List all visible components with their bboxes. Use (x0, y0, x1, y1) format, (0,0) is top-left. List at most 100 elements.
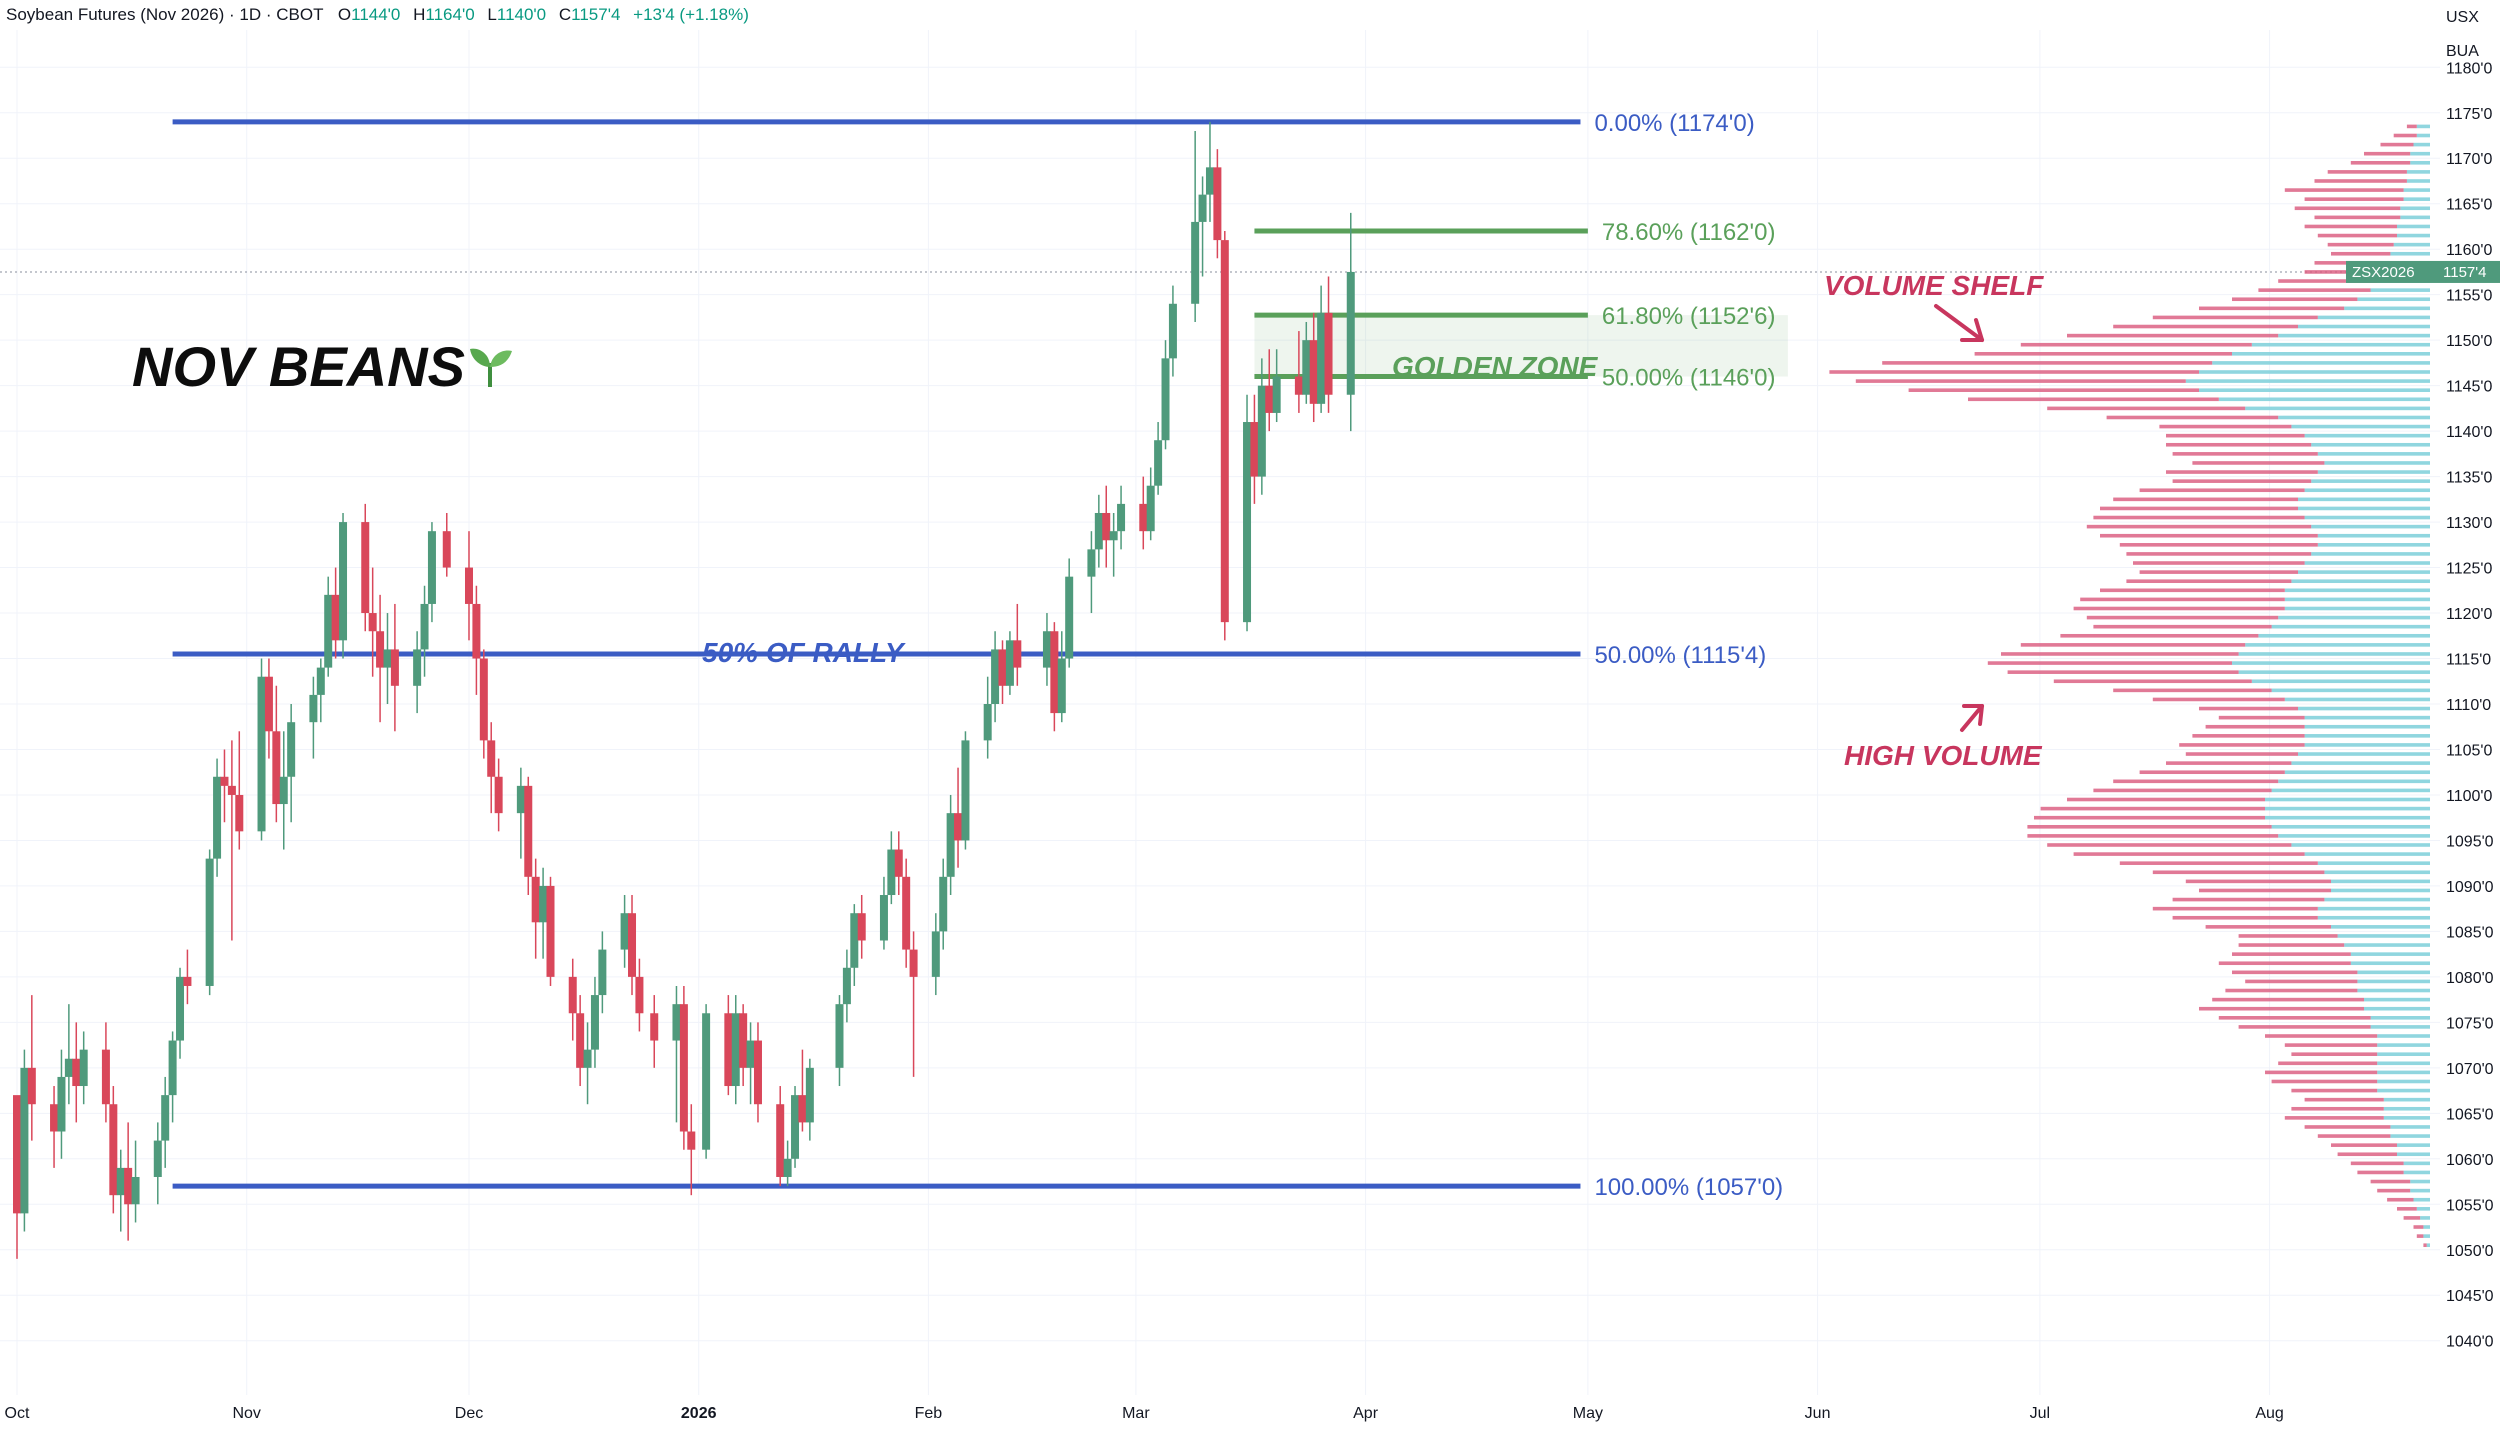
candle-body (702, 1013, 711, 1150)
volume-bar-up (2393, 242, 2430, 247)
volume-bar-down (2185, 752, 2298, 756)
candle-body (124, 1167, 133, 1205)
candle-body (620, 913, 629, 950)
candle-body (1198, 194, 1207, 222)
candle-body (272, 731, 281, 805)
volume-bar-down (1882, 361, 2213, 365)
candle-body (57, 1076, 66, 1132)
fib-label: 50.00% (1146'0) (1602, 365, 1776, 392)
volume-bar-down (2294, 206, 2401, 211)
volume-bar-up (2397, 233, 2430, 238)
price-tick-label: 1100'0 (2446, 788, 2492, 805)
price-tick-label: 1050'0 (2446, 1243, 2494, 1260)
candle-body (27, 1067, 36, 1105)
candle-body (361, 522, 370, 614)
candles (13, 121, 1355, 1259)
volume-bar-down (2027, 824, 2272, 829)
time-tick-label: Feb (915, 1405, 943, 1422)
volume-bar-up (2403, 188, 2430, 192)
volume-bar-down (2212, 997, 2364, 1002)
candle-body (576, 1013, 585, 1068)
volume-bar-up (2212, 361, 2430, 365)
candle-body (1117, 503, 1126, 532)
volume-bar-up (2284, 588, 2430, 593)
candle-body (287, 722, 296, 777)
price-tick-label: 1085'0 (2446, 924, 2494, 941)
candle-body (1102, 512, 1111, 541)
candle-body (679, 1004, 688, 1132)
volume-bar-down (2093, 624, 2272, 629)
volume-bar-down (2007, 670, 2239, 674)
volume-bar-down (2291, 1052, 2378, 1056)
volume-bar-up (2199, 370, 2430, 374)
volume-bar-down (2159, 424, 2292, 429)
volume-bar-down (2265, 1070, 2378, 1075)
volume-bar-down (2218, 1016, 2371, 1020)
volume-bar-up (2357, 988, 2430, 993)
volume-bar-down (2370, 1179, 2411, 1184)
volume-bar-up (2390, 1134, 2430, 1138)
volume-bar-down (2284, 1043, 2378, 1047)
candle-body (902, 876, 911, 950)
candle-body (50, 1104, 59, 1132)
time-axis[interactable]: Oct Nov Dec 2026 Feb Mar Apr May Jun Jul Aug (5, 1405, 2284, 1422)
volume-bar-down (2119, 543, 2318, 547)
volume-bar-up (2331, 925, 2430, 929)
candle-body (798, 1095, 807, 1123)
volume-bar-up (2324, 897, 2430, 902)
chart-title-annotation: NOV BEANS (132, 335, 465, 398)
candle-body (1065, 576, 1074, 659)
volume-bar-down (2152, 697, 2285, 702)
candle-body (316, 667, 325, 695)
time-tick-label: Nov (232, 1405, 260, 1422)
candle-body (13, 1095, 21, 1214)
volume-bar-down (2232, 952, 2351, 956)
volume-bar-up (2324, 461, 2430, 465)
volume-bar-down (2304, 224, 2397, 229)
price-tick-label: 1090'0 (2446, 879, 2494, 896)
price-tick-label: 1060'0 (2446, 1152, 2494, 1169)
candle-body (1309, 340, 1318, 404)
candle-body (309, 694, 318, 723)
candle-body (168, 1040, 177, 1096)
candle-body (939, 876, 948, 932)
volume-bar-down (2047, 843, 2292, 847)
volume-bar-down (2073, 852, 2305, 856)
time-tick-label: Aug (2255, 1405, 2283, 1422)
candle-body (739, 1013, 748, 1068)
volume-bar-down (2185, 879, 2331, 884)
last-price-symbol: ZSX2026 (2352, 264, 2415, 281)
volume-bar-down (2100, 533, 2318, 538)
candle-body (672, 1004, 681, 1041)
price-tick-label: 1165'0 (2446, 197, 2492, 214)
candle-body (472, 603, 481, 659)
price-axis[interactable]: 1180'0 1175'0 1170'0 1165'0 1160'0 1155'0 1150… (2446, 60, 2494, 1350)
volume-bar-up (2245, 643, 2430, 647)
candle-body (339, 522, 348, 641)
candle-body (331, 594, 340, 641)
volume-bar-down (2271, 1079, 2378, 1084)
volume-bar-down (2238, 934, 2338, 938)
volume-bar-down (2265, 1034, 2378, 1038)
volume-bar-up (2413, 142, 2430, 147)
candle-body (1265, 385, 1274, 413)
volume-bar-up (2311, 442, 2430, 447)
volume-bar-down (2317, 233, 2397, 238)
volume-bar-up (2278, 615, 2430, 620)
volume-bar-down (2080, 597, 2285, 602)
sprout-icon (470, 348, 512, 387)
volume-bar-up (2199, 388, 2430, 392)
volume-bar-up (2357, 970, 2430, 975)
volume-bar-down (2327, 242, 2394, 247)
volume-bar-up (2317, 915, 2430, 920)
time-tick-label: Oct (5, 1405, 30, 1422)
candle-body (1324, 312, 1333, 395)
candle-body (176, 976, 185, 1041)
candle-body (746, 1040, 755, 1068)
volume-bar-down (2106, 415, 2279, 420)
volume-bar-up (2324, 870, 2430, 875)
volume-bar-down (2393, 133, 2417, 138)
volume-bar-up (2344, 306, 2430, 311)
candle-body (427, 531, 436, 604)
